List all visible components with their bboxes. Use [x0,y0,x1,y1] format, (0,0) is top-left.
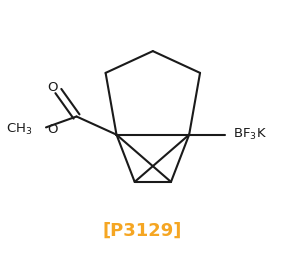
Text: O: O [47,81,58,94]
Text: BF$_3$K: BF$_3$K [233,126,267,141]
Text: [P3129]: [P3129] [103,221,182,239]
Text: CH$_3$: CH$_3$ [7,122,33,137]
Text: O: O [48,123,58,136]
